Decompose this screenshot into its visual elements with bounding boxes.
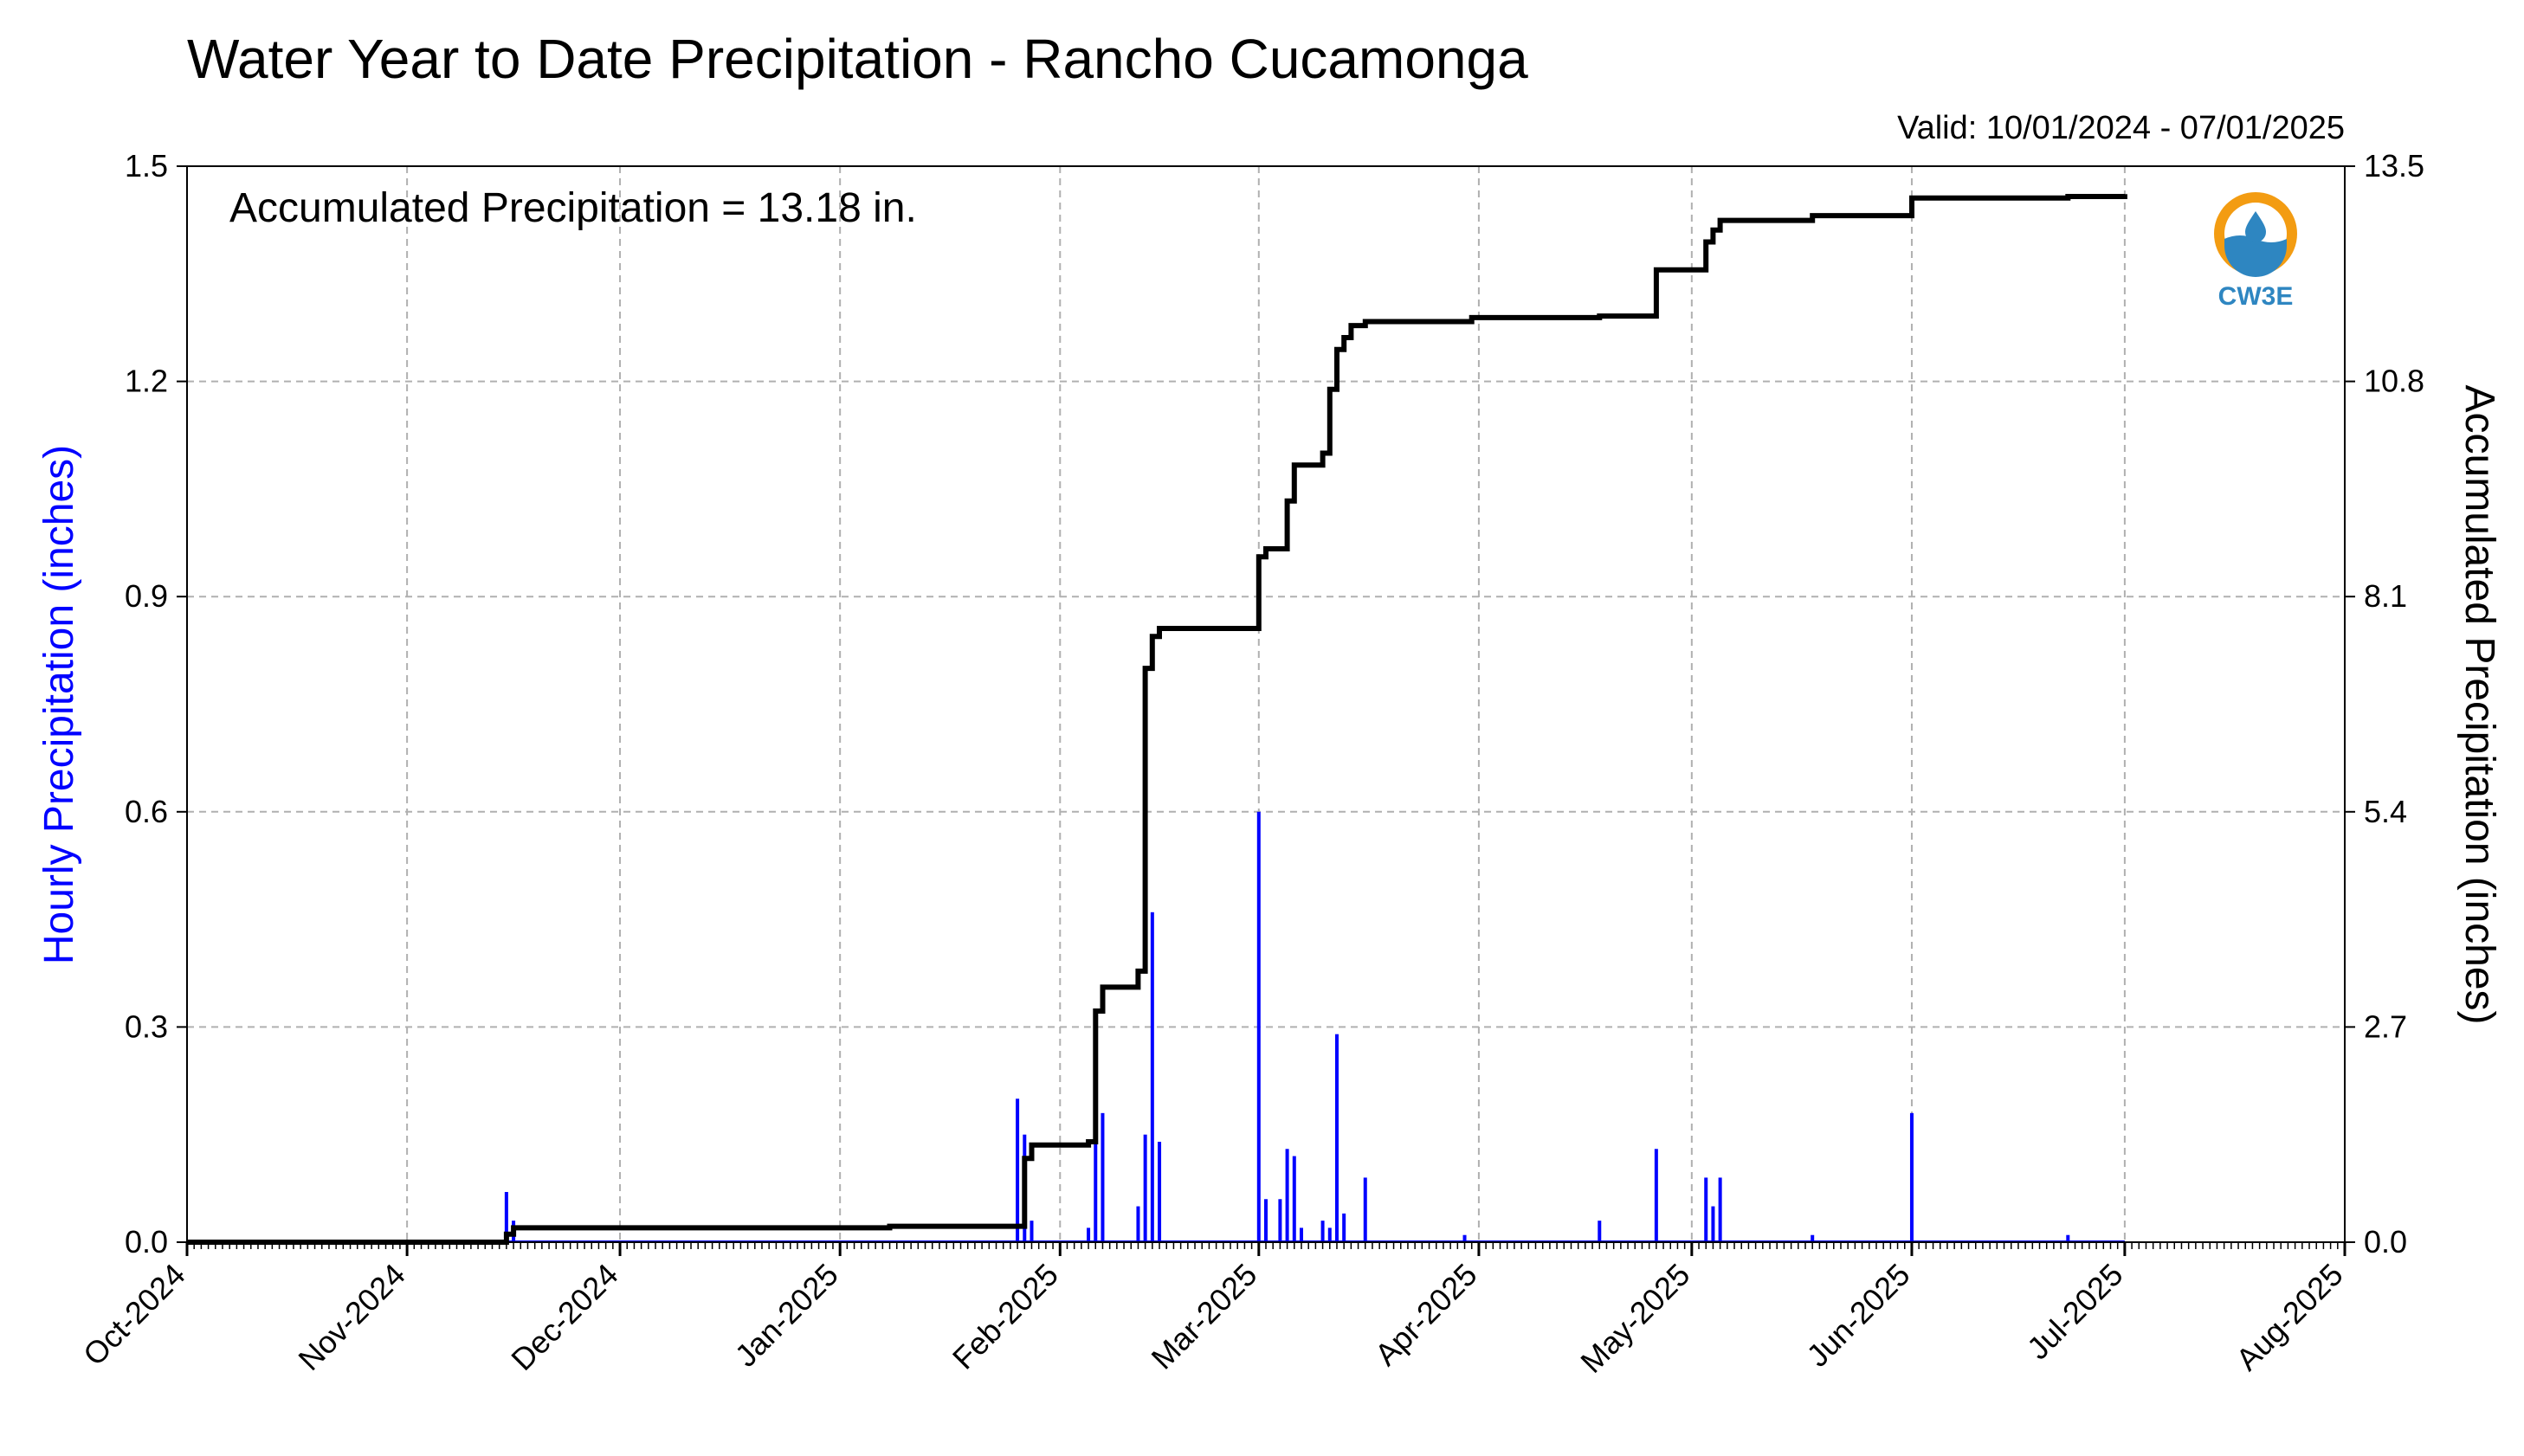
precip-bar xyxy=(1101,1112,1105,1242)
precip-bar xyxy=(1285,1149,1289,1242)
y-tick-label-left: 1.5 xyxy=(125,148,168,184)
grid xyxy=(187,166,2345,1242)
precip-bar xyxy=(1334,1034,1339,1242)
logo-text: CW3E xyxy=(2218,282,2294,311)
x-tick-label: Apr-2025 xyxy=(1368,1257,1484,1373)
precip-bar xyxy=(1909,1112,1914,1242)
logo-water-icon xyxy=(2224,235,2287,277)
precip-bar xyxy=(1292,1156,1296,1242)
precip-bar xyxy=(1278,1199,1282,1242)
accumulated-annotation: Accumulated Precipitation = 13.18 in. xyxy=(229,185,917,231)
x-tick-label: Feb-2025 xyxy=(946,1257,1065,1376)
y-tick-label-right: 8.1 xyxy=(2364,578,2407,614)
x-tick-label: Jul-2025 xyxy=(2020,1257,2130,1367)
precip-bar xyxy=(1094,1127,1098,1242)
y-tick-label-left: 0.9 xyxy=(125,578,168,614)
y-axis-title-right: Accumulated Precipitation (inches) xyxy=(2456,384,2502,1024)
y-tick-label-right: 0.0 xyxy=(2364,1224,2407,1260)
x-tick-label: Nov-2024 xyxy=(291,1257,411,1377)
precip-bar xyxy=(1136,1206,1140,1242)
plot-frame xyxy=(186,165,2346,1243)
precip-bar xyxy=(1264,1199,1268,1242)
precip-bar xyxy=(1299,1227,1303,1242)
precip-bar xyxy=(1016,1098,1020,1242)
precip-bar xyxy=(1320,1221,1325,1242)
x-tick-label: Aug-2025 xyxy=(2229,1257,2349,1377)
chart-title: Water Year to Date Precipitation - Ranch… xyxy=(187,28,1528,90)
precip-bar xyxy=(2066,1234,2070,1242)
x-tick-label: Oct-2024 xyxy=(76,1257,192,1373)
x-tick-label: Mar-2025 xyxy=(1145,1257,1264,1376)
x-tick-label: May-2025 xyxy=(1573,1257,1696,1380)
precip-bar xyxy=(1811,1234,1815,1242)
precip-bar xyxy=(1363,1177,1367,1242)
x-tick-label: Dec-2024 xyxy=(504,1257,624,1377)
precip-bar xyxy=(1256,811,1261,1242)
precip-bar xyxy=(504,1191,508,1242)
accumulated-line xyxy=(187,194,2127,1245)
y-tick-label-left: 0.0 xyxy=(125,1224,168,1260)
y-axis-title-left: Hourly Precipitation (inches) xyxy=(36,445,82,964)
precip-bar xyxy=(1598,1221,1602,1242)
valid-range: Valid: 10/01/2024 - 07/01/2025 xyxy=(1897,110,2345,146)
precip-bar xyxy=(1143,1134,1147,1242)
axes: 0.0 0.0 0.3 2.7 0.6 5.4 0.9 8.1 1.2 10.8 1.5 13.5 Oc… xyxy=(76,148,2424,1380)
precip-bar xyxy=(1087,1227,1091,1242)
y-tick-label-right: 13.5 xyxy=(2364,148,2424,184)
y-tick-label-left: 1.2 xyxy=(125,364,168,399)
x-tick-label: Jun-2025 xyxy=(1799,1257,1916,1374)
logo-drop-icon xyxy=(2245,211,2266,242)
cw3e-logo: CW3E xyxy=(2214,192,2297,311)
y-tick-label-right: 2.7 xyxy=(2364,1008,2407,1044)
precip-bar xyxy=(1718,1177,1722,1242)
x-tick-label: Jan-2025 xyxy=(728,1257,845,1374)
precip-bar xyxy=(1150,912,1154,1242)
precip-bar xyxy=(1158,1141,1162,1242)
precip-bar xyxy=(1711,1206,1715,1242)
precip-bar xyxy=(1462,1234,1467,1242)
y-tick-label-left: 0.6 xyxy=(125,794,168,829)
precip-bar xyxy=(1654,1149,1658,1242)
precip-bar xyxy=(1342,1213,1346,1242)
precip-bar xyxy=(1030,1221,1034,1242)
y-tick-label-left: 0.3 xyxy=(125,1008,168,1044)
precip-bar xyxy=(1327,1227,1332,1242)
y-tick-label-right: 10.8 xyxy=(2364,364,2424,399)
y-tick-label-right: 5.4 xyxy=(2364,794,2407,829)
hourly-bars xyxy=(499,811,2125,1242)
precip-bar xyxy=(1704,1177,1708,1242)
